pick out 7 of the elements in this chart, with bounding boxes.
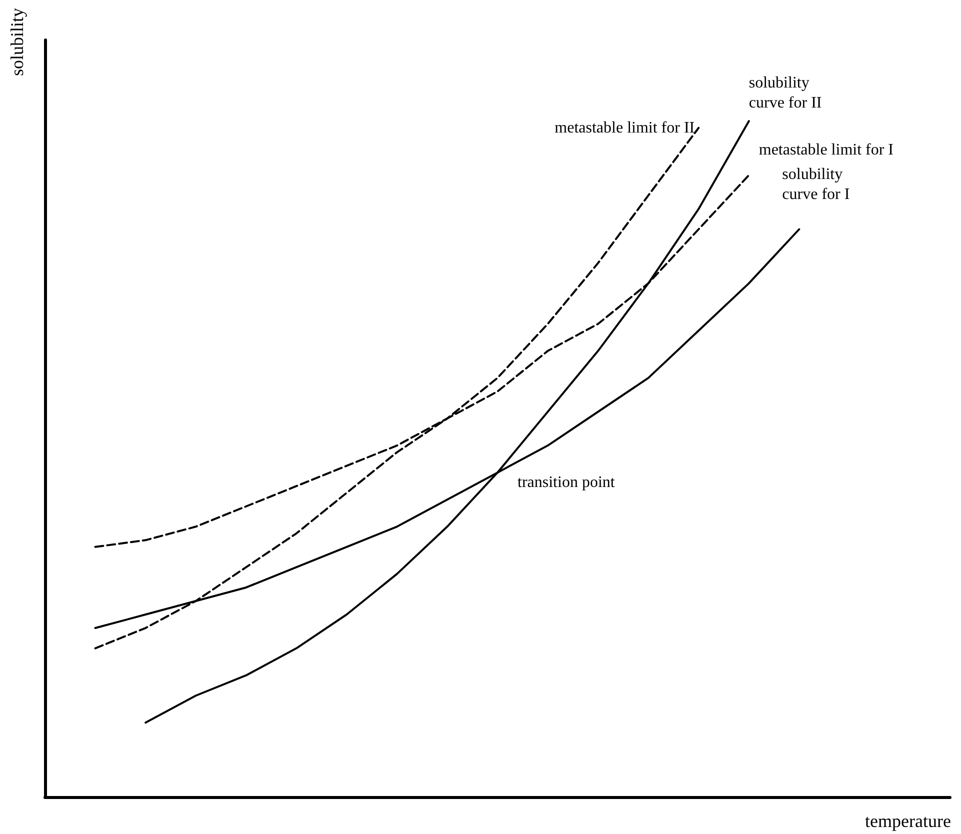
series-label: metastable limit for I — [758, 142, 894, 159]
series-label: solubility curve for I — [782, 166, 850, 203]
y-axis-title: solubility — [7, 8, 27, 76]
annotation: transition point — [518, 474, 616, 492]
x-axis-title: temperature — [865, 811, 952, 831]
series-label: metastable limit for II — [554, 119, 695, 136]
series-label: solubility curve for II — [748, 74, 822, 112]
